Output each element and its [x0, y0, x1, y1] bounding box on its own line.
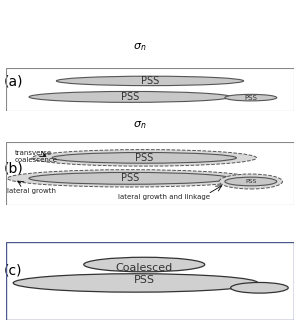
- Ellipse shape: [84, 257, 205, 272]
- Text: (c): (c): [4, 263, 22, 277]
- Ellipse shape: [29, 172, 231, 184]
- Ellipse shape: [8, 170, 252, 187]
- Text: PSS: PSS: [121, 173, 139, 183]
- Ellipse shape: [231, 282, 288, 293]
- Ellipse shape: [219, 174, 283, 189]
- Ellipse shape: [32, 150, 256, 166]
- Ellipse shape: [52, 152, 236, 163]
- Text: PSS: PSS: [121, 92, 139, 102]
- Ellipse shape: [225, 94, 277, 101]
- Text: $\sigma_n$: $\sigma_n$: [133, 119, 147, 131]
- Text: Coalesced
PSS: Coalesced PSS: [116, 264, 173, 285]
- Ellipse shape: [56, 76, 244, 86]
- Ellipse shape: [29, 91, 231, 102]
- Text: lateral growth and linkage: lateral growth and linkage: [118, 193, 210, 200]
- Text: PSS: PSS: [135, 153, 153, 163]
- Text: (b): (b): [4, 162, 23, 175]
- Text: (a): (a): [4, 74, 23, 88]
- Text: $\sigma_n$: $\sigma_n$: [133, 41, 147, 53]
- Ellipse shape: [225, 177, 277, 186]
- Text: lateral growth: lateral growth: [8, 188, 56, 194]
- Text: PSS: PSS: [141, 76, 159, 86]
- Ellipse shape: [13, 274, 258, 292]
- Text: transverse
coalescence: transverse coalescence: [15, 150, 58, 163]
- Text: PSS: PSS: [244, 95, 257, 101]
- Text: PSS: PSS: [245, 179, 256, 184]
